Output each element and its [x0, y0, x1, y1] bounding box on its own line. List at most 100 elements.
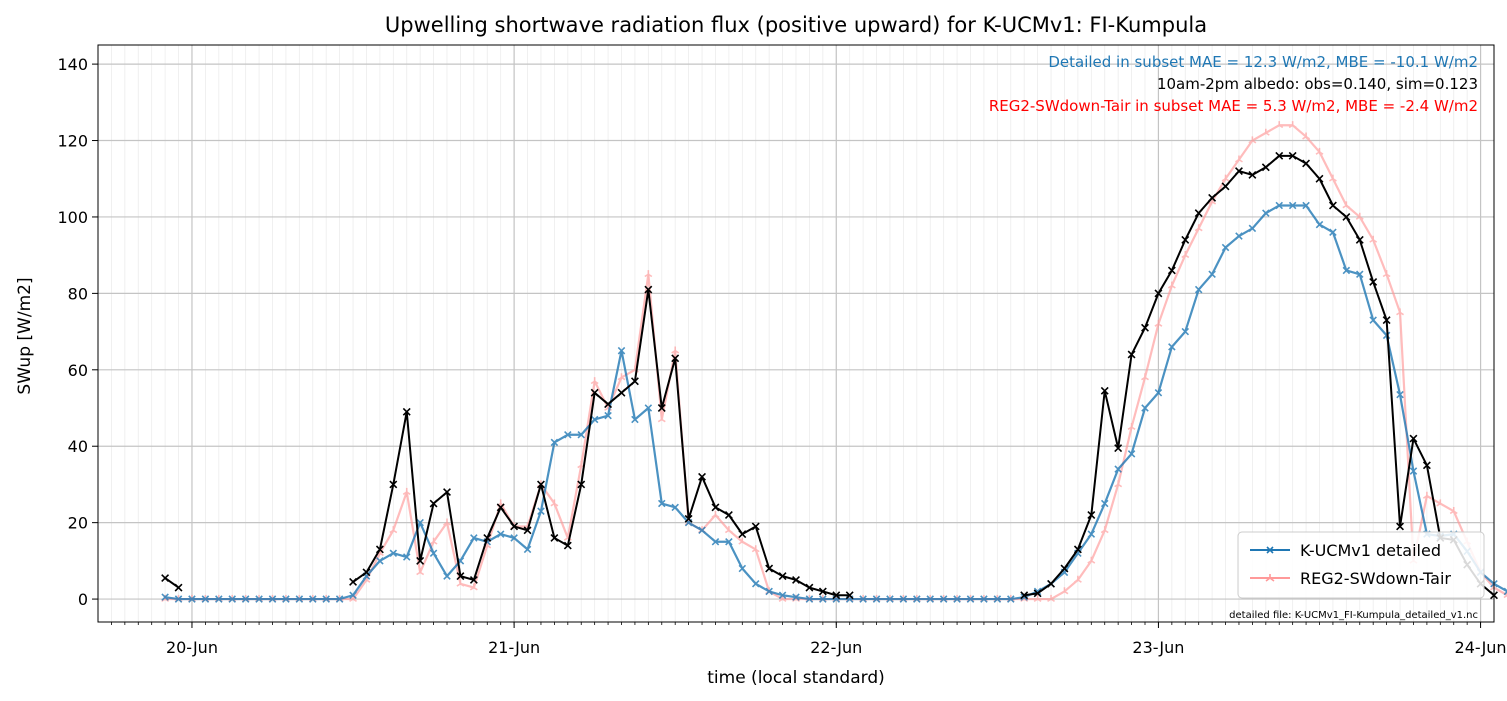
data-point	[792, 593, 800, 601]
data-point	[819, 595, 827, 603]
data-point	[1248, 136, 1257, 144]
data-point	[1302, 201, 1310, 210]
data-point	[1100, 386, 1109, 395]
data-point	[456, 572, 465, 581]
data-point	[550, 533, 559, 542]
data-point	[161, 593, 169, 601]
data-point	[617, 373, 626, 381]
x-tick-label: 23-Jun	[1132, 638, 1184, 657]
data-point	[644, 404, 653, 412]
data-point	[1396, 522, 1405, 531]
data-point	[215, 595, 223, 603]
data-point	[617, 388, 626, 397]
data-point	[698, 472, 707, 481]
annotations: Detailed in subset MAE = 12.3 W/m2, MBE …	[989, 53, 1478, 115]
data-point	[1087, 511, 1096, 519]
data-point	[201, 595, 210, 603]
data-point	[1302, 159, 1311, 168]
data-point	[1409, 434, 1418, 443]
data-point	[859, 595, 867, 603]
data-point	[980, 595, 988, 603]
data-point	[402, 487, 411, 495]
data-point	[805, 595, 814, 603]
data-point	[1087, 530, 1096, 538]
y-axis-label: SWup [W/m2]	[15, 277, 35, 394]
data-point	[1342, 201, 1351, 209]
data-point	[1154, 319, 1163, 327]
data-point	[188, 595, 196, 603]
x-tick-label: 20-Jun	[166, 638, 218, 657]
y-tick-label: 20	[68, 514, 88, 533]
data-point	[778, 572, 787, 581]
data-point	[1221, 243, 1230, 252]
data-point	[1154, 388, 1163, 397]
data-point	[550, 438, 559, 447]
y-tick-label: 100	[57, 208, 88, 227]
data-point	[698, 526, 706, 535]
annotation-reg2-stats: REG2-SWdown-Tair in subset MAE = 5.3 W/m…	[989, 97, 1478, 115]
data-point	[805, 583, 814, 592]
data-point	[510, 522, 519, 531]
series-line	[1024, 154, 1495, 597]
data-point	[416, 518, 424, 527]
data-point	[577, 430, 585, 439]
data-point	[1073, 545, 1082, 554]
data-point	[1020, 591, 1029, 600]
data-point	[913, 595, 921, 603]
data-point	[751, 545, 760, 553]
legend-marker	[1266, 546, 1274, 554]
data-point	[1141, 373, 1149, 381]
data-point	[1248, 224, 1257, 233]
data-point	[966, 595, 975, 603]
data-point	[255, 595, 263, 603]
series-line	[164, 204, 1507, 601]
data-point	[174, 583, 183, 592]
data-point	[671, 503, 679, 512]
data-point	[443, 518, 451, 526]
data-point	[1047, 594, 1055, 602]
legend-label-detailed: K-UCMv1 detailed	[1300, 541, 1441, 560]
data-point	[684, 514, 693, 523]
data-point	[899, 595, 908, 603]
data-point	[671, 346, 680, 354]
series-2	[161, 151, 1498, 600]
data-point	[1168, 343, 1176, 351]
data-point	[832, 591, 841, 600]
data-point	[335, 595, 344, 603]
annotation-detailed-stats: Detailed in subset MAE = 12.3 W/m2, MBE …	[1048, 53, 1478, 71]
data-point	[1422, 491, 1431, 499]
data-point	[563, 541, 572, 550]
minor-gridlines	[111, 45, 1481, 622]
data-point	[1275, 151, 1284, 160]
data-point	[1141, 323, 1149, 332]
data-point	[402, 407, 411, 416]
data-point	[1060, 587, 1069, 595]
data-point	[537, 507, 545, 515]
legend: K-UCMv1 detailed REG2-SWdown-Tair	[1237, 531, 1485, 599]
x-axis: 20-Jun 21-Jun 22-Jun 23-Jun 24-Jun	[111, 622, 1507, 657]
data-point	[926, 595, 934, 603]
data-point	[510, 534, 518, 542]
data-point	[939, 595, 948, 603]
y-tick-label: 0	[78, 590, 88, 609]
data-point	[174, 595, 183, 603]
data-point	[1194, 224, 1203, 232]
data-point	[1342, 266, 1351, 275]
data-point	[631, 415, 639, 424]
y-tick-label: 120	[57, 132, 88, 151]
data-point	[1315, 220, 1324, 229]
data-point	[724, 511, 733, 519]
data-point	[456, 579, 465, 587]
data-point	[1275, 121, 1284, 129]
data-point	[725, 537, 733, 546]
data-point	[443, 488, 451, 497]
data-point	[496, 530, 505, 538]
data-point	[161, 574, 170, 583]
data-point	[1100, 526, 1109, 534]
data-point	[268, 595, 277, 603]
data-point	[1315, 174, 1324, 183]
data-point	[604, 411, 612, 420]
data-point	[1261, 128, 1270, 136]
data-point	[671, 354, 680, 363]
data-point	[483, 533, 492, 542]
